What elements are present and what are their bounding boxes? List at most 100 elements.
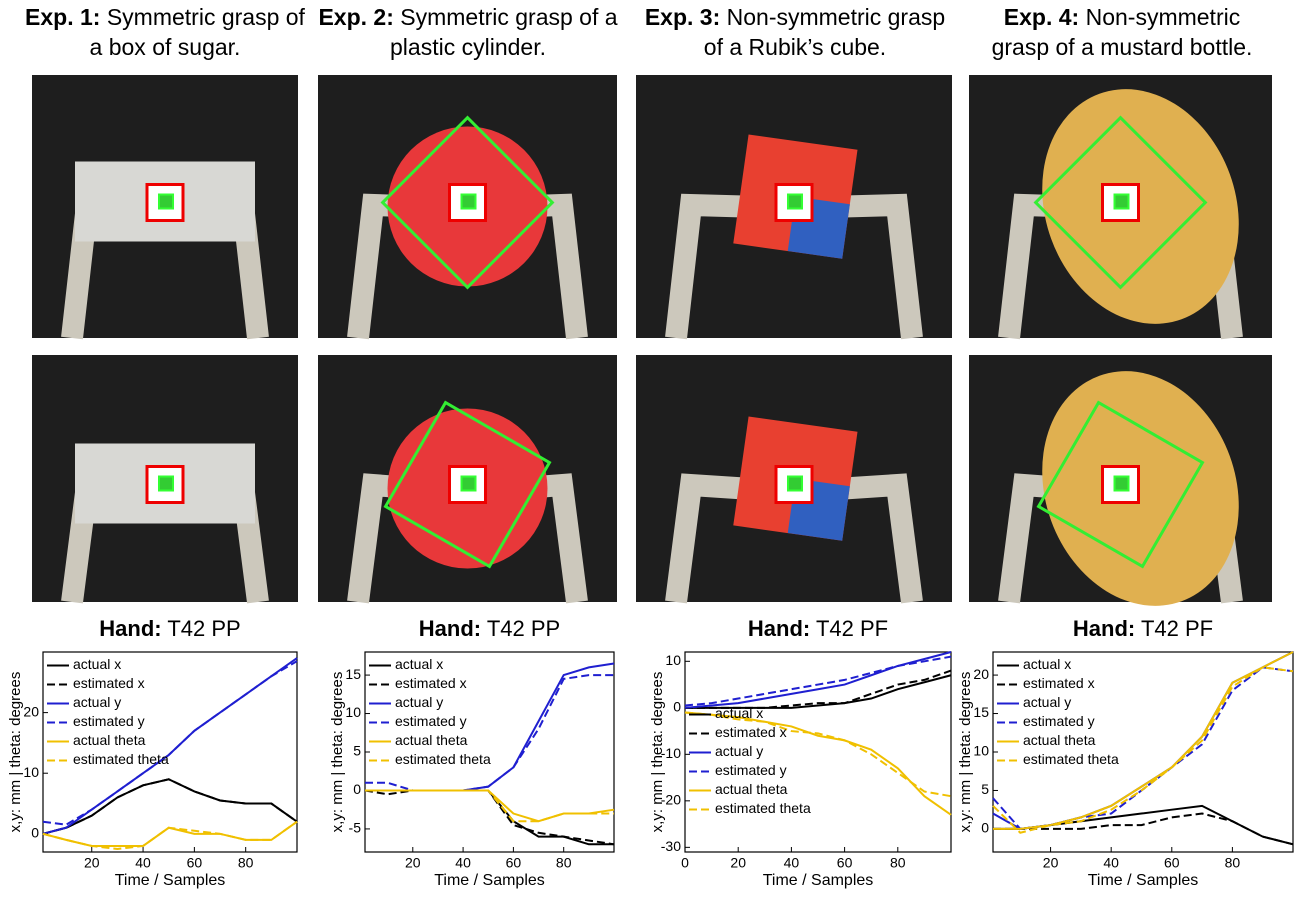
chart-title: Hand: T42 PP	[99, 616, 240, 641]
photo	[969, 61, 1272, 352]
heading-caption: Non-symmetric grasp of a Rubik’s cube.	[704, 4, 945, 60]
x-tick-label: 60	[837, 855, 853, 871]
photo	[636, 355, 952, 602]
chart-title: Hand: T42 PP	[419, 616, 560, 641]
x-tick-label: 20	[730, 855, 746, 871]
x-tick-label: 80	[890, 855, 906, 871]
y-tick-label: 15	[973, 704, 989, 720]
legend-label: estimated theta	[1023, 751, 1119, 767]
x-tick-label: 40	[135, 855, 151, 871]
legend-label: actual y	[395, 694, 443, 710]
legend-label: estimated x	[73, 675, 145, 691]
y-axis-label: x,y: mm | theta: degrees	[329, 672, 346, 833]
y-tick-label: 5	[981, 781, 989, 797]
x-tick-label: 40	[1103, 855, 1119, 871]
legend-label: actual theta	[395, 732, 468, 748]
y-tick-label: 0	[31, 825, 39, 841]
heading-label: Exp. 3:	[645, 4, 720, 30]
x-axis-label: Time / Samples	[763, 872, 874, 889]
legend-label: estimated y	[73, 713, 145, 729]
x-tick-label: 80	[1225, 855, 1241, 871]
chart-title-text: T42 PP	[487, 616, 560, 641]
heading-label: Exp. 2:	[318, 4, 393, 30]
column-heading: Exp. 1: Symmetric grasp of a box of suga…	[22, 2, 308, 62]
legend-label: actual x	[1023, 656, 1071, 672]
y-tick-label: -5	[349, 820, 362, 836]
legend-label: actual theta	[715, 781, 788, 797]
column-heading: Exp. 3: Non-symmetric grasp of a Rubik’s…	[640, 2, 950, 62]
photo	[32, 75, 298, 338]
chart-title-text: T42 PF	[816, 616, 888, 641]
legend-label: actual y	[1023, 694, 1071, 710]
x-axis-label: Time / Samples	[434, 872, 545, 889]
legend-label: estimated y	[715, 762, 787, 778]
chart-title-text: T42 PP	[167, 616, 240, 641]
legend-label: estimated theta	[73, 751, 169, 767]
marker-center	[788, 477, 802, 491]
legend-label: estimated y	[1023, 713, 1095, 729]
legend-label: actual x	[395, 656, 443, 672]
y-tick-label: 10	[23, 764, 39, 780]
marker-center	[1115, 195, 1129, 209]
x-axis-label: Time / Samples	[115, 872, 226, 889]
y-axis-label: x,y: mm | theta: degrees	[7, 672, 24, 833]
y-tick-label: 0	[673, 699, 681, 715]
marker-center	[462, 195, 476, 209]
y-tick-label: 15	[345, 666, 361, 682]
x-tick-label: 20	[1043, 855, 1059, 871]
heading-label: Exp. 1:	[25, 4, 100, 30]
x-tick-label: 60	[187, 855, 203, 871]
photo	[636, 75, 952, 338]
legend-label: estimated x	[1023, 675, 1095, 691]
x-tick-label: 80	[238, 855, 254, 871]
chart-title-prefix: Hand:	[1073, 616, 1135, 641]
marker-center	[1115, 477, 1129, 491]
figure: Hand: T42 PP 0 10 20 20 40 60 80 Time / Samples x…	[0, 0, 1297, 897]
y-tick-label: 0	[353, 781, 361, 797]
x-tick-label: 20	[405, 855, 421, 871]
chart-title-prefix: Hand:	[748, 616, 810, 641]
y-tick-label: 10	[973, 743, 989, 759]
photo	[969, 343, 1272, 634]
chart-title: Hand: T42 PF	[1073, 616, 1213, 641]
photo	[318, 75, 617, 338]
x-axis-label: Time / Samples	[1088, 872, 1199, 889]
x-tick-label: 0	[681, 855, 689, 871]
marker-center	[462, 477, 476, 491]
marker-center	[788, 195, 802, 209]
y-axis-label: x,y: mm | theta: degrees	[957, 672, 974, 833]
legend-label: actual theta	[73, 732, 146, 748]
chart: Hand: T42 PF-30-20-10010020406080Time / …	[649, 616, 951, 889]
y-tick-label: 20	[23, 703, 39, 719]
column-heading: Exp. 2: Symmetric grasp of a plastic cyl…	[318, 2, 618, 62]
heading-label: Exp. 4:	[1004, 4, 1079, 30]
legend-label: estimated theta	[715, 800, 811, 816]
chart-title-text: T42 PF	[1141, 616, 1213, 641]
figure-canvas: Hand: T42 PP 0 10 20 20 40 60 80 Time / Samples x…	[0, 0, 1297, 897]
legend-label: estimated y	[395, 713, 467, 729]
y-axis-label: x,y: mm | theta: degrees	[649, 672, 666, 833]
chart-title-prefix: Hand:	[99, 616, 161, 641]
heading-caption: Symmetric grasp of a plastic cylinder.	[390, 4, 618, 60]
x-tick-label: 60	[1164, 855, 1180, 871]
legend-label: actual y	[73, 694, 121, 710]
y-tick-label: 0	[981, 820, 989, 836]
legend-label: estimated x	[395, 675, 467, 691]
heading-caption: Symmetric grasp of a box of sugar.	[90, 4, 305, 60]
x-tick-label: 80	[556, 855, 572, 871]
legend-label: estimated x	[715, 724, 787, 740]
legend-label: actual x	[73, 656, 121, 672]
x-tick-label: 60	[506, 855, 522, 871]
photo	[32, 355, 298, 602]
y-tick-label: -30	[661, 838, 681, 854]
y-tick-label: 10	[665, 652, 681, 668]
y-tick-label: 10	[345, 704, 361, 720]
x-tick-label: 40	[455, 855, 471, 871]
column-heading: Exp. 4: Non-symmetric grasp of a mustard…	[972, 2, 1272, 62]
legend-label: actual x	[715, 705, 763, 721]
chart-title-prefix: Hand:	[419, 616, 481, 641]
marker-center	[159, 195, 173, 209]
legend-label: actual y	[715, 743, 763, 759]
